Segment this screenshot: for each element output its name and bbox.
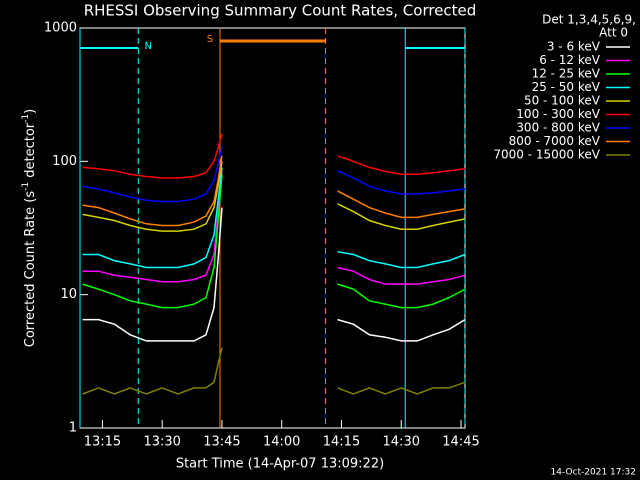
y-label-part: -1 (21, 182, 31, 191)
x-tick-label: 14:45 (442, 435, 479, 450)
x-axis-label: Start Time (14-Apr-07 13:09:22) (176, 457, 384, 472)
legend-label: 25 - 50 keV (532, 80, 601, 94)
x-tick-label: 14:30 (383, 435, 420, 450)
series-line (82, 161, 466, 232)
x-tick-label: 13:45 (203, 435, 240, 450)
legend-label: 300 - 800 keV (516, 121, 600, 135)
y-axis-label: Corrected Count Rate (s-1 detector-1) (21, 109, 38, 347)
interval-label: N (145, 41, 152, 52)
series-line (82, 207, 466, 342)
y-tick-label: 10 (60, 287, 77, 302)
legend-label: 800 - 7000 keV (509, 134, 601, 148)
legend-header: Det 1,3,4,5,6,9, (542, 13, 636, 27)
plot-frame (79, 27, 466, 429)
x-tick-label: 13:15 (84, 435, 121, 450)
series-line (82, 145, 466, 203)
legend-label: 12 - 25 keV (532, 67, 601, 81)
legend-label: 7000 - 15000 keV (493, 148, 600, 162)
y-tick-label: 1 (69, 421, 77, 436)
y-tick-label: 1000 (44, 21, 77, 36)
footer: 14-Oct-2021 17:32 (551, 468, 636, 478)
legend-label: 3 - 6 keV (547, 40, 601, 54)
legend-label: 50 - 100 keV (524, 94, 601, 108)
interval-label: S (207, 34, 213, 45)
y-label-part: -1 (21, 114, 31, 123)
legend-label: 100 - 300 keV (516, 107, 600, 121)
x-tick-label: 14:00 (263, 435, 300, 450)
series-line (82, 167, 466, 269)
y-label-part: ) (23, 109, 38, 114)
chart-title: RHESSI Observing Summary Count Rates, Co… (84, 2, 477, 20)
series-line (82, 170, 466, 285)
series-line (82, 155, 466, 227)
series-line (82, 174, 466, 309)
legend-label: 6 - 12 keV (539, 53, 601, 67)
y-label-part: detector (23, 122, 38, 182)
x-tick-label: 13:30 (143, 435, 180, 450)
y-label-part: Corrected Count Rate (s (23, 191, 38, 348)
series-line (82, 347, 466, 395)
legend-header: Att 0 (599, 26, 628, 40)
y-tick-label: 100 (52, 154, 77, 169)
x-tick-label: 14:15 (323, 435, 360, 450)
series-line (82, 133, 466, 179)
